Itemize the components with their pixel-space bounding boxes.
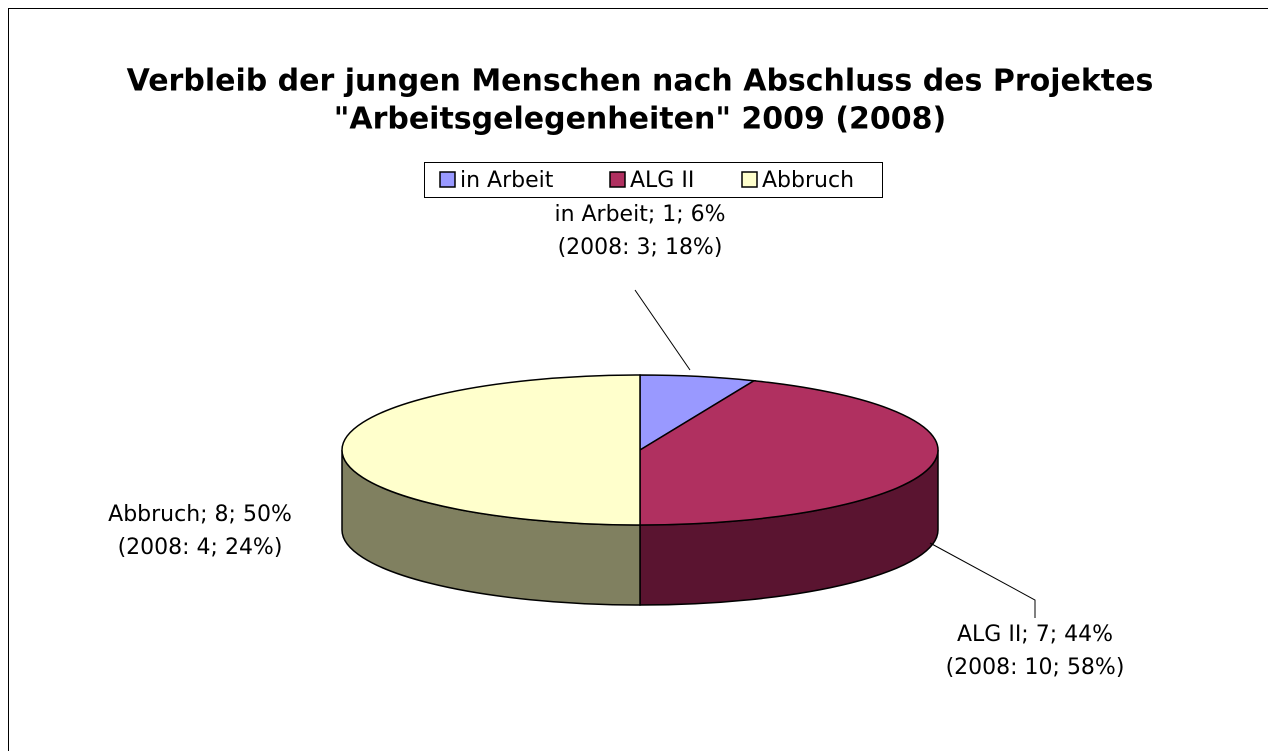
data-label: ALG II; 7; 44% [957, 622, 1113, 647]
leader-line [634, 289, 691, 371]
data-label: Abbruch; 8; 50% [108, 502, 292, 527]
leader-line [929, 542, 1036, 618]
pie-slice [639, 374, 757, 452]
chart-frame [8, 8, 1268, 751]
legend-box [424, 162, 883, 198]
legend-swatch [741, 171, 758, 188]
legend-label: in Arbeit [460, 168, 554, 193]
data-label: (2008: 4; 24%) [118, 535, 283, 560]
legend-label: ALG II [630, 168, 694, 193]
legend-swatch [439, 171, 456, 188]
chart-title: "Arbeitsgelegenheiten" 2009 (2008) [334, 102, 947, 137]
data-label: (2008: 3; 18%) [558, 235, 723, 260]
data-label: (2008: 10; 58%) [946, 655, 1125, 680]
legend-label: Abbruch [762, 168, 854, 193]
legend-swatch [609, 171, 626, 188]
pie-slice [639, 379, 939, 526]
data-label: in Arbeit; 1; 6% [554, 202, 725, 227]
chart-title: Verbleib der jungen Menschen nach Abschl… [127, 64, 1154, 99]
pie-slice [341, 374, 641, 526]
